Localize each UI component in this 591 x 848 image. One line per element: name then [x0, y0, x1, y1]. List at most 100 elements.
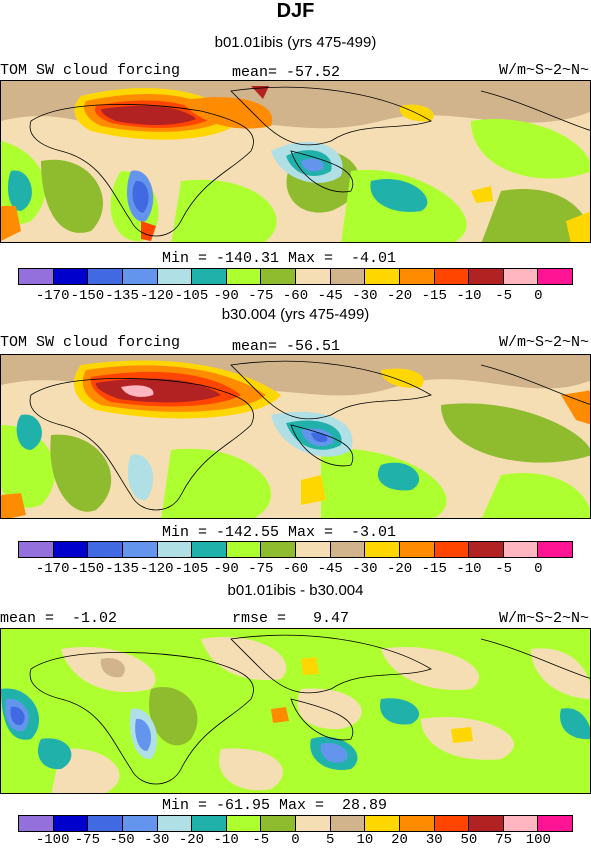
colorbar-swatch	[330, 269, 366, 284]
colorbar-swatch	[19, 542, 54, 557]
colorbar-swatch	[192, 542, 227, 557]
panel-1-contours	[1, 81, 590, 242]
colorbar-swatch	[192, 816, 227, 831]
colorbar-tick-label: 0	[534, 288, 543, 304]
colorbar-tick-label: 100	[525, 832, 551, 848]
panel-2-mean-label: mean= -56.51	[232, 338, 341, 355]
colorbar-swatch	[434, 816, 470, 831]
colorbar-swatch	[88, 542, 123, 557]
colorbar-swatch	[122, 816, 158, 831]
panel-2-contours	[1, 355, 590, 518]
panel-1-units-label: W/m~S~2~N~	[498, 62, 589, 79]
panel-3-map	[0, 628, 591, 794]
colorbar-tick-label: -45	[317, 561, 343, 577]
colorbar-tick-label: -105	[174, 288, 209, 304]
colorbar-swatch	[503, 816, 539, 831]
colorbar-tick-label: -15	[421, 288, 447, 304]
panel-3-mean-label: mean = -1.02	[0, 610, 118, 627]
panel-1-mean-label: mean= -57.52	[232, 64, 341, 81]
colorbar-swatch	[503, 269, 539, 284]
panel-2-map	[0, 354, 591, 519]
panel-3-colorbar-labels: -100 -75 -50 -30 -20 -10 -5 0 5 10 20 30 50 75 100	[18, 832, 573, 848]
colorbar-tick-label: -135	[105, 288, 139, 304]
colorbar-swatch	[469, 542, 504, 557]
panel-1-colorbar-labels: -170 -150 -135 -120 -105 -90 -75 -60 -45 -30 -20 -1…	[18, 288, 573, 304]
panel-1-map	[0, 80, 591, 243]
colorbar-swatch	[157, 269, 193, 284]
colorbar-tick-label: -45	[317, 288, 343, 304]
colorbar-swatch	[53, 542, 89, 557]
colorbar-tick-label: -100	[35, 832, 70, 848]
colorbar-swatch	[88, 816, 123, 831]
colorbar-tick-label: -150	[70, 561, 105, 577]
colorbar-swatch	[296, 542, 331, 557]
colorbar-swatch	[53, 269, 89, 284]
colorbar-tick-label: -75	[74, 832, 100, 848]
panel-2-minmax: Min = -142.55 Max = -3.01	[162, 524, 397, 541]
colorbar-swatch	[330, 816, 366, 831]
colorbar-swatch	[296, 816, 331, 831]
colorbar-swatch	[53, 816, 89, 831]
colorbar-swatch	[261, 269, 296, 284]
colorbar-tick-label: -30	[144, 832, 170, 848]
colorbar-swatch	[88, 269, 123, 284]
colorbar-swatch	[469, 269, 504, 284]
panel-2-variable-label: TOM SW cloud forcing	[0, 334, 181, 351]
colorbar-tick-label: -120	[139, 561, 174, 577]
colorbar-tick-label: -60	[282, 288, 309, 304]
colorbar-swatch	[157, 816, 193, 831]
figure-title: DJF	[276, 0, 315, 22]
colorbar-tick-label: 50	[460, 832, 478, 848]
colorbar-swatch	[19, 269, 54, 284]
colorbar-swatch	[19, 816, 54, 831]
colorbar-swatch	[399, 542, 435, 557]
panel-3-coastlines	[29, 634, 590, 785]
colorbar-tick-label: -75	[248, 561, 274, 577]
colorbar-tick-label: -15	[421, 561, 447, 577]
colorbar-tick-label: -30	[352, 561, 378, 577]
colorbar-swatch	[261, 542, 296, 557]
panel-1-subtitle: b01.01ibis (yrs 475-499)	[214, 34, 377, 51]
colorbar-swatch	[330, 542, 366, 557]
colorbar-swatch	[365, 542, 400, 557]
panel-1-colorbar	[18, 268, 573, 285]
colorbar-tick-label: -120	[139, 288, 174, 304]
colorbar-swatch	[469, 816, 504, 831]
colorbar-swatch	[399, 816, 435, 831]
colorbar-swatch	[226, 269, 262, 284]
colorbar-tick-label: -10	[456, 561, 482, 577]
panel-2-subtitle: b30.004 (yrs 475-499)	[221, 306, 370, 323]
colorbar-swatch	[122, 269, 158, 284]
colorbar-swatch	[538, 269, 572, 284]
colorbar-swatch	[399, 269, 435, 284]
panel-2-colorbar	[18, 541, 573, 558]
panel-1-coastlines	[29, 86, 590, 237]
panel-3-minmax: Min = -61.95 Max = 28.89	[162, 797, 388, 814]
colorbar-tick-label: -90	[213, 561, 239, 577]
colorbar-tick-label: -5	[252, 832, 270, 848]
colorbar-swatch	[157, 542, 193, 557]
panel-2-coastlines	[29, 360, 590, 511]
panel-3-rmse-label: rmse = 9.47	[232, 610, 350, 627]
colorbar-swatch	[434, 269, 470, 284]
panel-3-contours	[1, 637, 590, 793]
colorbar-swatch	[226, 816, 262, 831]
colorbar-tick-label: -150	[70, 288, 105, 304]
colorbar-swatch	[226, 542, 262, 557]
panel-2-colorbar-labels: -170 -150 -135 -120 -105 -90 -75 -60 -45 -30 -20 -1…	[18, 561, 573, 577]
colorbar-tick-label: -90	[213, 288, 239, 304]
colorbar-swatch	[365, 269, 400, 284]
colorbar-tick-label: -30	[352, 288, 378, 304]
colorbar-tick-label: -20	[386, 288, 413, 304]
colorbar-tick-label: -10	[213, 832, 239, 848]
colorbar-swatch	[296, 269, 331, 284]
colorbar-swatch	[365, 816, 400, 831]
colorbar-tick-label: 0	[291, 832, 300, 848]
colorbar-tick-label: -5	[495, 288, 513, 304]
colorbar-swatch	[434, 542, 470, 557]
colorbar-tick-label: 5	[325, 832, 335, 848]
panel-1-minmax: Min = -140.31 Max = -4.01	[162, 250, 397, 267]
colorbar-tick-label: 75	[495, 832, 513, 848]
panel-3-subtitle: b01.01ibis - b30.004	[227, 582, 364, 599]
colorbar-tick-label: -105	[174, 561, 209, 577]
